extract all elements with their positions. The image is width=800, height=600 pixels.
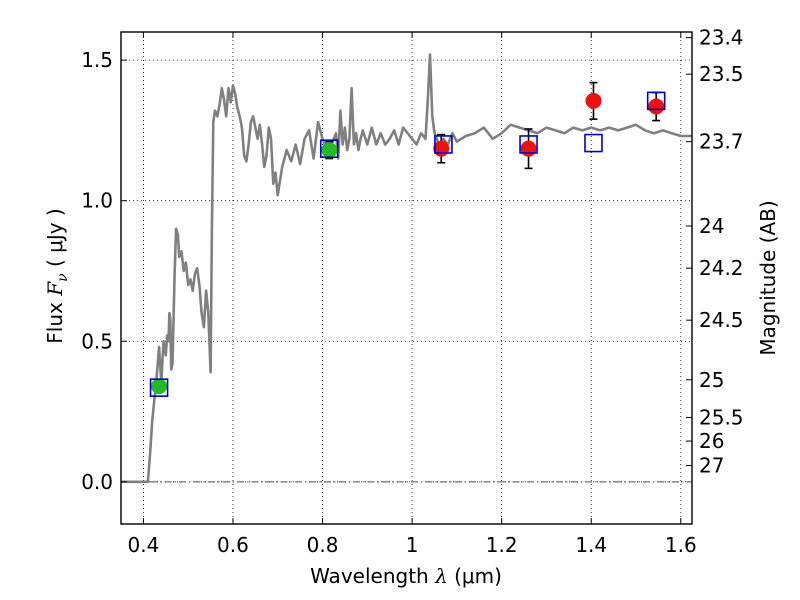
y2-tick-label: 25.5 [699, 405, 744, 429]
data-point [585, 92, 602, 109]
data-point [520, 140, 537, 157]
model-flux-marker [519, 135, 538, 154]
x-tick-label: 0.8 [307, 533, 339, 557]
y-axis-label: Flux Fν ( μJy ) [43, 208, 71, 343]
y2-tick-label: 23.5 [699, 62, 744, 86]
model-flux-marker [319, 139, 339, 158]
plot-area [121, 53, 692, 484]
y-tick-label: 0.5 [81, 329, 113, 353]
x-tick-label: 1 [406, 533, 419, 557]
data-point [648, 98, 665, 115]
x-tick-label: 1.6 [665, 533, 697, 557]
plot-frame [120, 31, 693, 525]
model-flux-marker [646, 91, 666, 111]
y2-tick-label: 23.7 [699, 130, 744, 154]
spectrum-line [121, 53, 692, 484]
y2-axis-label: Magnitude (AB) [756, 200, 780, 355]
x-tick-label: 0.6 [217, 533, 249, 557]
x-tick-label: 1.4 [575, 533, 607, 557]
x-tick-label: 1.2 [486, 533, 518, 557]
x-tick-label: 0.4 [127, 533, 159, 557]
model-flux-marker [434, 135, 453, 154]
x-axis-label: Wavelength λ (μm) [310, 564, 502, 588]
y-tick-label: 1.5 [81, 48, 113, 72]
data-point [321, 142, 338, 159]
y2-tick-label: 25 [699, 368, 724, 392]
y-tick-label: 1.0 [81, 189, 113, 213]
y2-tick-label: 26 [699, 429, 724, 453]
data-point [151, 378, 168, 395]
y2-tick-label: 24.2 [699, 256, 744, 280]
y2-tick-label: 27 [699, 454, 724, 478]
y2-tick-label: 24.5 [699, 308, 744, 332]
grid-lines [121, 32, 692, 524]
y2-tick-label: 23.4 [699, 26, 744, 50]
y-tick-label: 0.0 [81, 470, 113, 494]
model-flux-marker [584, 133, 603, 153]
axis-ticks: 0.4 0.6 0.8 1 1.2 1.4 1.6 0.0 0.5 1.0 1.5 23.4 23.5 2… [81, 26, 743, 557]
model-flux-marker [149, 378, 169, 397]
y2-tick-label: 24 [699, 214, 724, 238]
